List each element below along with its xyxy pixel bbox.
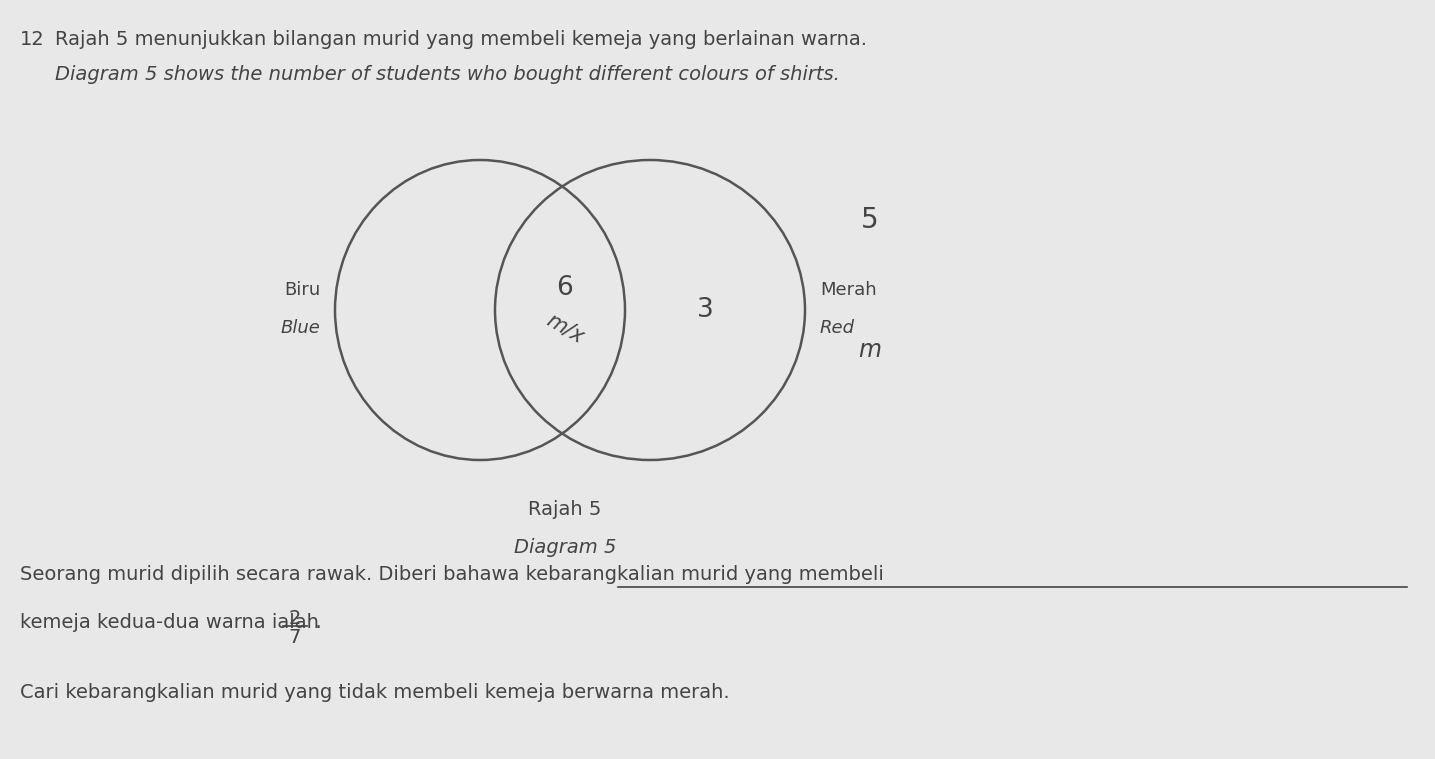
Text: Diagram 5 shows the number of students who bought different colours of shirts.: Diagram 5 shows the number of students w… xyxy=(55,65,839,84)
Text: Seorang murid dipilih secara rawak. Diberi bahawa kebarangkalian murid yang memb: Seorang murid dipilih secara rawak. Dibe… xyxy=(20,565,884,584)
Text: 3: 3 xyxy=(696,297,713,323)
Text: .: . xyxy=(316,612,321,632)
Text: m: m xyxy=(858,338,881,362)
Text: 6: 6 xyxy=(557,275,574,301)
Text: Merah: Merah xyxy=(819,281,877,299)
Text: kemeja kedua-dua warna ialah: kemeja kedua-dua warna ialah xyxy=(20,613,319,632)
Text: Diagram 5: Diagram 5 xyxy=(514,538,616,557)
Text: Biru: Biru xyxy=(284,281,320,299)
Text: 12: 12 xyxy=(20,30,44,49)
Text: 2: 2 xyxy=(288,609,301,628)
Text: Blue: Blue xyxy=(280,319,320,337)
Text: Rajah 5: Rajah 5 xyxy=(528,500,601,519)
Text: Cari kebarangkalian murid yang tidak membeli kemeja berwarna merah.: Cari kebarangkalian murid yang tidak mem… xyxy=(20,683,729,702)
Text: Red: Red xyxy=(819,319,855,337)
Text: Rajah 5 menunjukkan bilangan murid yang membeli kemeja yang berlainan warna.: Rajah 5 menunjukkan bilangan murid yang … xyxy=(55,30,867,49)
Text: 7: 7 xyxy=(288,628,301,647)
Text: 5: 5 xyxy=(861,206,878,234)
Text: m/x: m/x xyxy=(542,310,587,347)
